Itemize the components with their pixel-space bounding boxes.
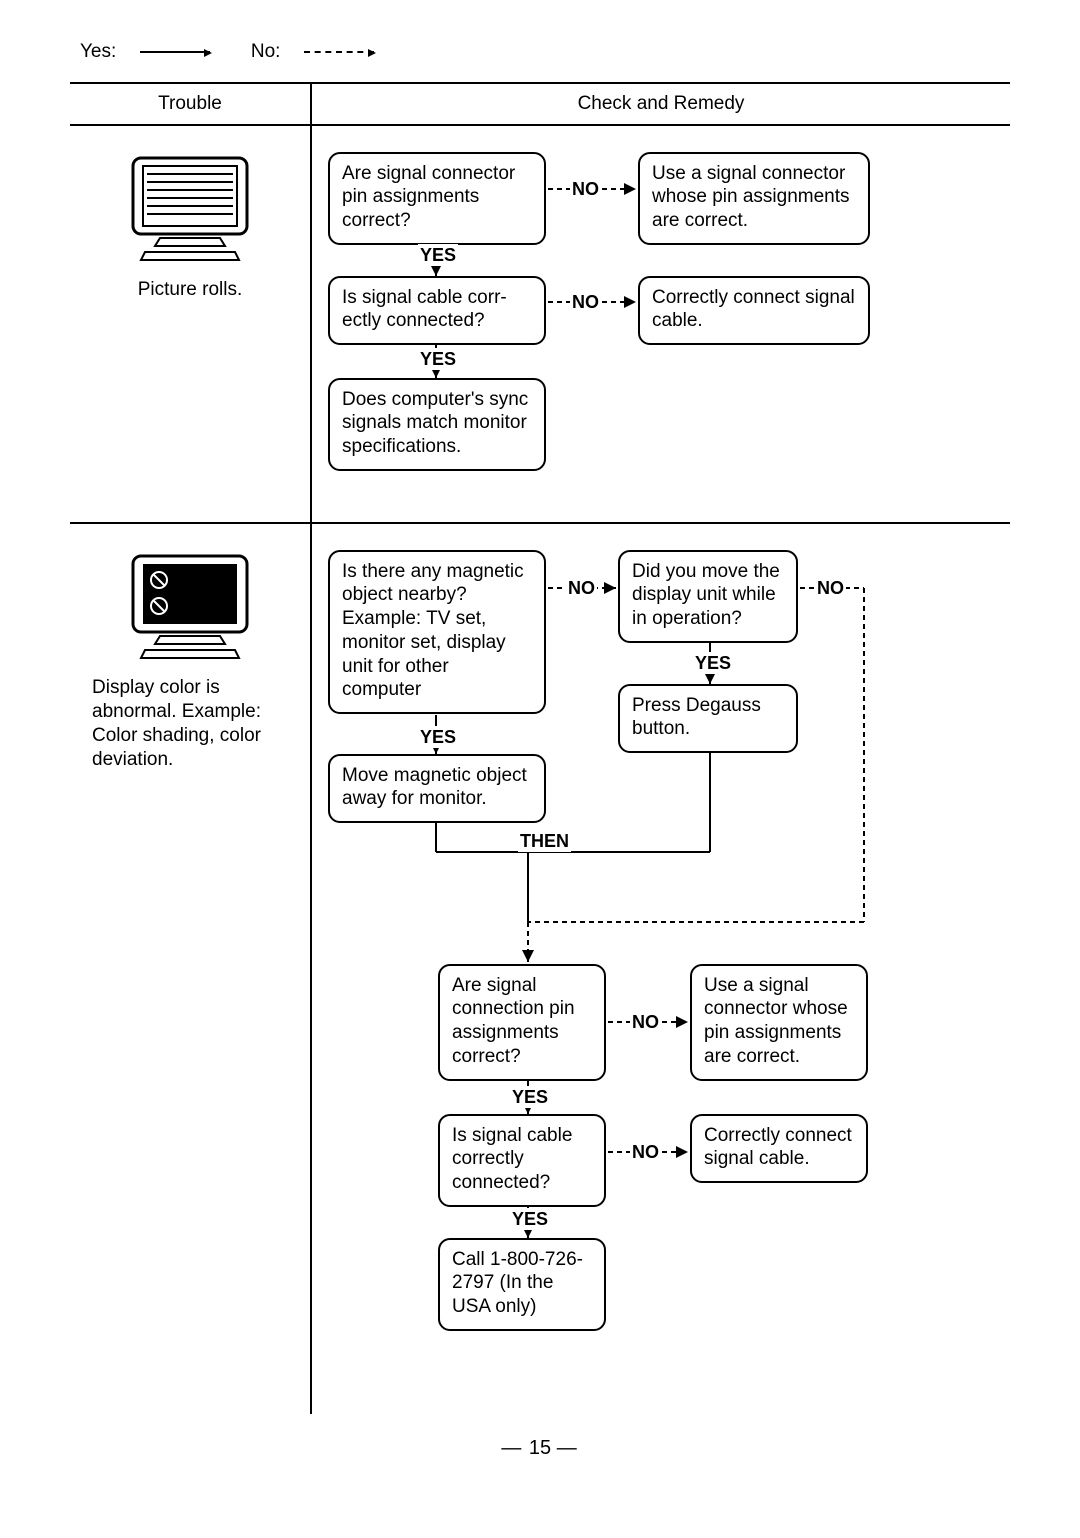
lbl-s2-no3: NO bbox=[630, 1011, 661, 1034]
node-s1-a1: Use a signal connector whose pin assignm… bbox=[638, 152, 870, 245]
remedy-cell-1: Are signal connector pin assignments cor… bbox=[310, 126, 1010, 522]
legend-no-label: No: bbox=[251, 41, 281, 62]
legend: Yes: No: bbox=[70, 40, 1010, 64]
node-s2-q5: Are signal connection pin assignments co… bbox=[438, 964, 606, 1081]
node-s2-q1: Is there any magnetic object nearby? Exa… bbox=[328, 550, 546, 715]
node-s2-move: Move magnetic object away for monitor. bbox=[328, 754, 546, 824]
node-s2-a6: Use a signal connector whose pin assignm… bbox=[690, 964, 868, 1081]
trouble-cell-2: Display color is abnormal. Example: Colo… bbox=[70, 524, 310, 1414]
header-trouble: Trouble bbox=[70, 84, 310, 124]
node-s2-call: Call 1-800-726-2797 (In the USA only) bbox=[438, 1238, 606, 1331]
lbl-s1-no2: NO bbox=[570, 291, 601, 314]
node-s1-a2: Correctly connect signal cable. bbox=[638, 276, 870, 346]
node-s1-q2: Is signal cable corr­ectly connected? bbox=[328, 276, 546, 346]
lbl-s2-then: THEN bbox=[518, 830, 571, 853]
node-s2-q7: Is signal cable correctly connected? bbox=[438, 1114, 606, 1207]
legend-yes-label: Yes: bbox=[80, 41, 116, 62]
page-number-value: 15 bbox=[529, 1437, 551, 1459]
caption-2: Display color is abnormal. Example: Colo… bbox=[76, 676, 304, 771]
monitor-color-icon bbox=[125, 550, 255, 667]
node-s2-a8: Correctly connect signal cable. bbox=[690, 1114, 868, 1184]
page-number: — 15 — bbox=[70, 1436, 1010, 1461]
lbl-s2-yes3: YES bbox=[510, 1086, 550, 1109]
lbl-s2-no1: NO bbox=[566, 577, 597, 600]
row-picture-rolls: Picture rolls. Are signal bbox=[70, 126, 1010, 524]
troubleshoot-table: Trouble Check and Remedy bbox=[70, 82, 1010, 1414]
node-s2-q2: Did you move the display unit while in o… bbox=[618, 550, 798, 643]
legend-no: No: bbox=[251, 41, 392, 62]
trouble-cell-1: Picture rolls. bbox=[70, 126, 310, 522]
node-s1-q1: Are signal connector pin assignments cor… bbox=[328, 152, 546, 245]
header-remedy: Check and Remedy bbox=[310, 84, 1010, 124]
solid-arrow-icon bbox=[140, 51, 210, 53]
dashed-arrow-icon bbox=[304, 51, 374, 53]
node-s2-degauss: Press Degauss button. bbox=[618, 684, 798, 754]
lbl-s1-yes2: YES bbox=[418, 348, 458, 371]
row-color-abnormal: Display color is abnormal. Example: Colo… bbox=[70, 524, 1010, 1414]
lbl-s2-yes4: YES bbox=[510, 1208, 550, 1231]
lbl-s2-no4: NO bbox=[630, 1141, 661, 1164]
node-s1-q3: Does computer's sync signals match monit… bbox=[328, 378, 546, 471]
lbl-s2-yes1: YES bbox=[418, 726, 458, 749]
table-header-row: Trouble Check and Remedy bbox=[70, 84, 1010, 126]
remedy-cell-2: Is there any magnetic object nearby? Exa… bbox=[310, 524, 1010, 1414]
legend-yes: Yes: bbox=[80, 41, 233, 62]
monitor-rolls-icon bbox=[125, 152, 255, 269]
lbl-s2-yes2: YES bbox=[693, 652, 733, 675]
lbl-s1-yes1: YES bbox=[418, 244, 458, 267]
caption-1: Picture rolls. bbox=[76, 278, 304, 302]
lbl-s2-no2: NO bbox=[815, 577, 846, 600]
lbl-s1-no1: NO bbox=[570, 178, 601, 201]
